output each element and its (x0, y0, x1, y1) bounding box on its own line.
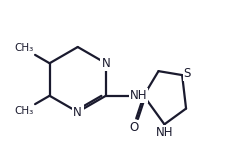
Text: CH₃: CH₃ (15, 43, 34, 53)
Text: N: N (73, 106, 82, 118)
Text: N: N (102, 57, 110, 70)
Text: S: S (184, 67, 191, 80)
Text: NH: NH (130, 89, 147, 102)
Text: NH: NH (156, 126, 173, 139)
Text: CH₃: CH₃ (15, 106, 34, 116)
Text: O: O (129, 121, 139, 134)
